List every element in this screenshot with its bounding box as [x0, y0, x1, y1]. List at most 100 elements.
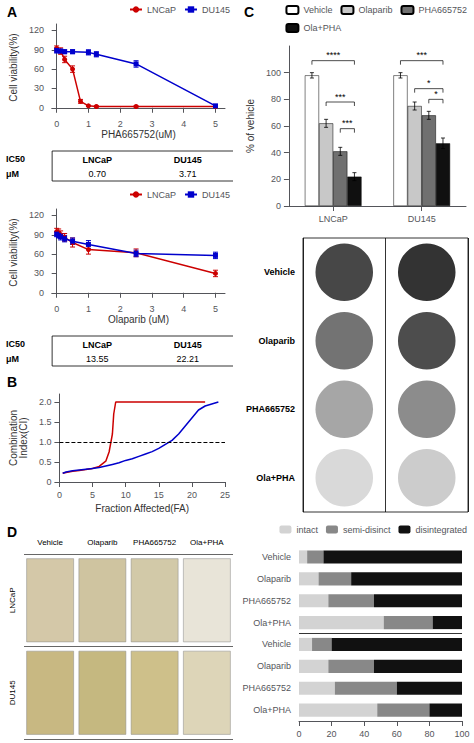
- svg-text:10: 10: [121, 490, 131, 500]
- svg-text:0: 0: [276, 201, 281, 211]
- svg-text:Ola+PHA: Ola+PHA: [190, 538, 224, 547]
- svg-text:Vehicle: Vehicle: [264, 267, 295, 277]
- svg-text:Ola+PHA: Ola+PHA: [253, 705, 291, 715]
- svg-text:LNCaP: LNCaP: [8, 587, 17, 613]
- svg-text:0: 0: [39, 288, 44, 298]
- svg-text:0: 0: [54, 119, 59, 129]
- svg-text:LNCaP: LNCaP: [83, 155, 113, 165]
- svg-text:60: 60: [34, 64, 44, 74]
- svg-text:PHA665752: PHA665752: [133, 538, 177, 547]
- svg-text:4: 4: [181, 119, 186, 129]
- svg-text:0.5: 0.5: [39, 457, 52, 467]
- svg-text:Ola+PHA: Ola+PHA: [253, 618, 291, 628]
- svg-text:Vehicle: Vehicle: [303, 5, 332, 15]
- svg-text:DU145: DU145: [202, 5, 230, 15]
- svg-text:22.21: 22.21: [177, 354, 200, 364]
- svg-text:IC50: IC50: [6, 154, 25, 164]
- svg-text:2: 2: [118, 119, 123, 129]
- svg-text:3: 3: [149, 119, 154, 129]
- svg-text:0: 0: [57, 490, 62, 500]
- svg-text:Olaparib: Olaparib: [258, 336, 295, 346]
- svg-text:μM: μM: [6, 354, 19, 364]
- svg-text:Olaparib: Olaparib: [257, 574, 291, 584]
- svg-text:Vehicle: Vehicle: [37, 538, 63, 547]
- svg-text:2: 2: [118, 304, 123, 314]
- svg-text:0: 0: [46, 477, 51, 487]
- svg-text:4: 4: [181, 304, 186, 314]
- svg-text:0.70: 0.70: [89, 169, 107, 179]
- svg-text:0: 0: [39, 103, 44, 113]
- svg-text:Cell viability(%): Cell viability(%): [8, 33, 19, 101]
- svg-text:PHA665752: PHA665752: [242, 683, 291, 693]
- svg-text:20: 20: [327, 729, 337, 739]
- svg-text:LNCaP: LNCaP: [147, 190, 176, 200]
- svg-text:30: 30: [34, 83, 44, 93]
- svg-text:***: ***: [416, 50, 427, 60]
- svg-text:μM: μM: [6, 169, 19, 179]
- svg-text:5: 5: [90, 490, 95, 500]
- svg-text:PHA665752: PHA665752: [418, 5, 467, 15]
- svg-text:A: A: [7, 4, 17, 20]
- svg-text:60: 60: [34, 249, 44, 259]
- svg-text:% of vehicle: % of vehicle: [245, 99, 256, 153]
- svg-text:120: 120: [29, 25, 44, 35]
- svg-text:Olaparib: Olaparib: [358, 5, 392, 15]
- svg-text:40: 40: [271, 148, 281, 158]
- svg-text:DU145: DU145: [8, 680, 17, 705]
- svg-text:3: 3: [149, 304, 154, 314]
- svg-text:20: 20: [271, 174, 281, 184]
- svg-text:Fraction Affected(FA): Fraction Affected(FA): [95, 503, 189, 514]
- svg-text:disintegrated: disintegrated: [415, 525, 467, 535]
- svg-text:LNCaP: LNCaP: [147, 5, 176, 15]
- svg-text:5: 5: [213, 304, 218, 314]
- svg-text:D: D: [7, 524, 17, 540]
- svg-text:3.71: 3.71: [179, 169, 197, 179]
- svg-text:120: 120: [29, 210, 44, 220]
- svg-text:15: 15: [154, 490, 164, 500]
- svg-text:60: 60: [271, 121, 281, 131]
- svg-text:DU145: DU145: [174, 155, 202, 165]
- svg-text:Index(CI): Index(CI): [18, 417, 29, 458]
- svg-text:90: 90: [34, 45, 44, 55]
- svg-text:intact: intact: [296, 525, 318, 535]
- svg-text:1: 1: [86, 304, 91, 314]
- svg-text:LNCaP: LNCaP: [83, 340, 113, 350]
- svg-text:1.0: 1.0: [39, 437, 52, 447]
- svg-text:100: 100: [454, 729, 469, 739]
- svg-text:1.5: 1.5: [39, 417, 52, 427]
- svg-text:Ola+PHA: Ola+PHA: [303, 23, 341, 33]
- svg-text:13.55: 13.55: [86, 354, 109, 364]
- svg-text:Ola+PHA: Ola+PHA: [256, 473, 295, 483]
- svg-text:*: *: [434, 89, 438, 99]
- svg-text:2.0: 2.0: [39, 397, 52, 407]
- svg-text:80: 80: [424, 729, 434, 739]
- svg-text:DU145: DU145: [174, 340, 202, 350]
- svg-text:PHA665752(uM): PHA665752(uM): [101, 129, 175, 140]
- svg-text:semi-disinct: semi-disinct: [343, 525, 391, 535]
- svg-text:20: 20: [187, 490, 197, 500]
- svg-text:25: 25: [220, 490, 230, 500]
- svg-text:****: ****: [326, 50, 341, 60]
- svg-text:B: B: [7, 374, 17, 390]
- svg-text:5: 5: [213, 119, 218, 129]
- svg-text:1: 1: [86, 119, 91, 129]
- svg-text:Cell viability(%): Cell viability(%): [8, 218, 19, 286]
- svg-text:0: 0: [296, 729, 301, 739]
- svg-text:Olaparib (uM): Olaparib (uM): [108, 314, 169, 325]
- svg-text:C: C: [244, 4, 254, 20]
- svg-text:Olaparib: Olaparib: [87, 538, 118, 547]
- svg-text:60: 60: [392, 729, 402, 739]
- svg-text:DU145: DU145: [202, 190, 230, 200]
- svg-text:IC50: IC50: [6, 339, 25, 349]
- svg-text:Vehicle: Vehicle: [262, 639, 291, 649]
- svg-text:0: 0: [54, 304, 59, 314]
- svg-text:PHA665752: PHA665752: [242, 596, 291, 606]
- svg-text:PHA665752: PHA665752: [246, 404, 295, 414]
- svg-text:40: 40: [359, 729, 369, 739]
- svg-text:80: 80: [271, 94, 281, 104]
- svg-text:100: 100: [266, 68, 281, 78]
- svg-text:Vehicle: Vehicle: [262, 552, 291, 562]
- svg-text:*: *: [427, 78, 431, 88]
- svg-text:***: ***: [342, 118, 353, 128]
- svg-text:DU145: DU145: [408, 214, 436, 224]
